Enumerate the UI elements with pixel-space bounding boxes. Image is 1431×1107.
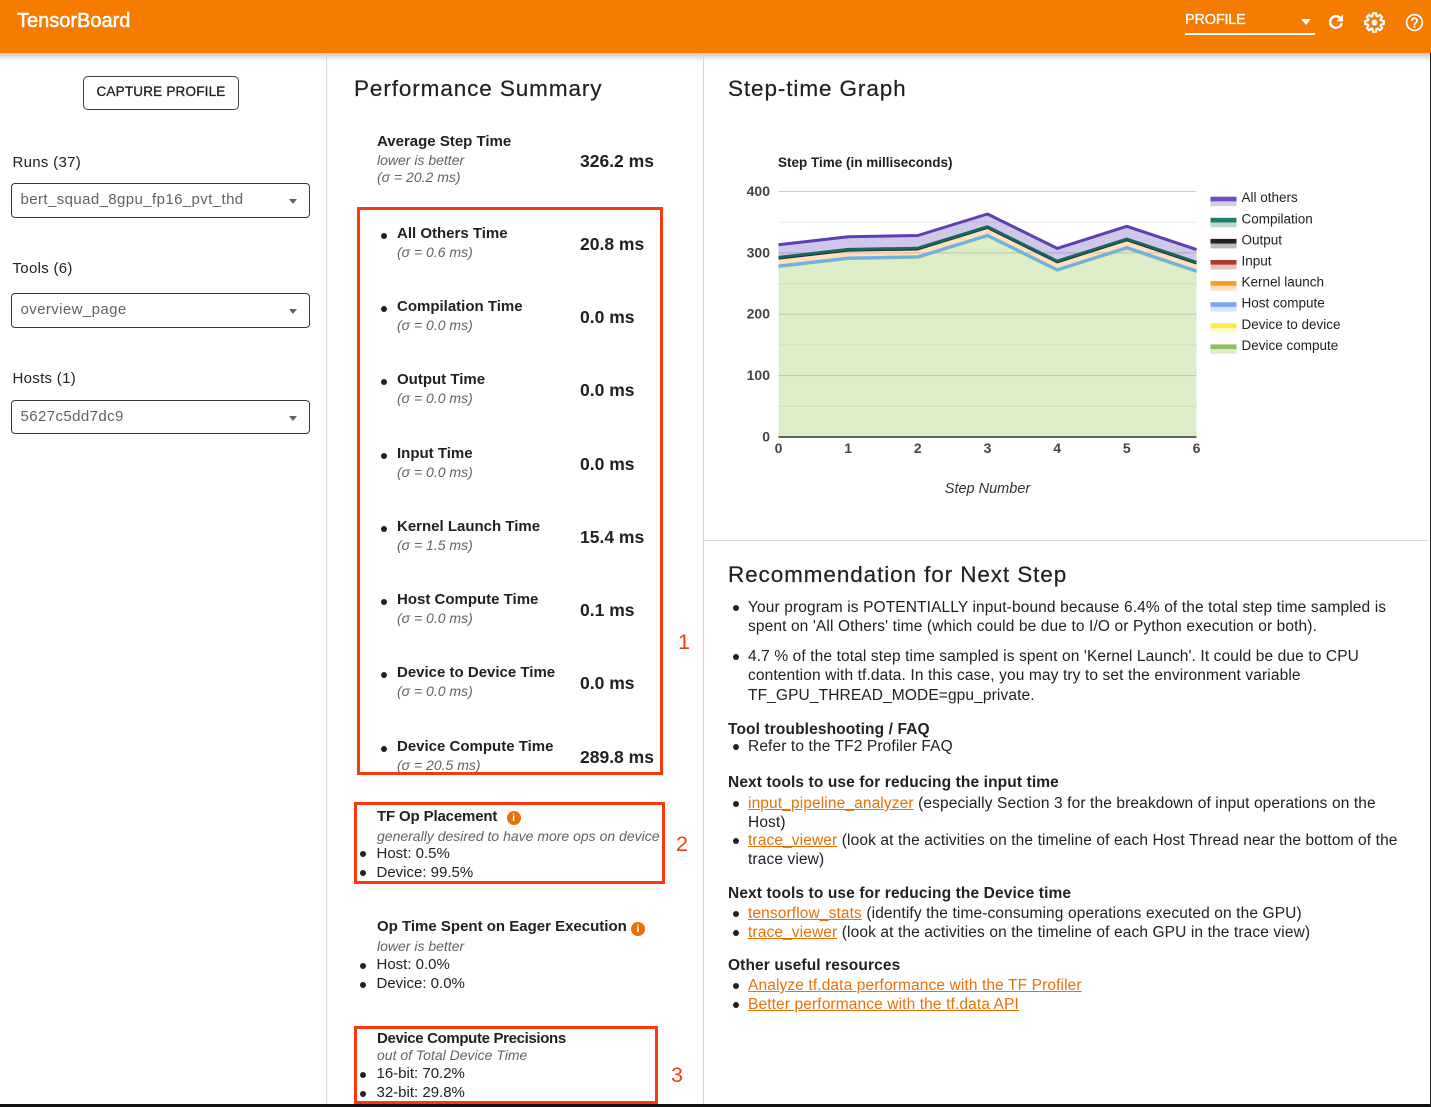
svg-text:Kernel launch: Kernel launch: [1242, 275, 1325, 290]
svg-text:All others: All others: [1242, 190, 1299, 205]
svg-text:0: 0: [775, 440, 783, 456]
svg-text:5: 5: [1123, 440, 1131, 456]
svg-text:2: 2: [914, 440, 922, 456]
svg-text:0: 0: [762, 429, 770, 445]
svg-text:Step Number: Step Number: [945, 481, 1032, 497]
svg-text:100: 100: [747, 367, 771, 383]
svg-text:6: 6: [1193, 440, 1201, 456]
svg-text:1: 1: [844, 440, 852, 456]
svg-text:400: 400: [747, 183, 771, 199]
svg-text:Step Time (in milliseconds): Step Time (in milliseconds): [778, 155, 953, 170]
svg-text:Compilation: Compilation: [1242, 211, 1313, 226]
svg-text:Device to device: Device to device: [1242, 317, 1341, 332]
svg-text:Device compute: Device compute: [1242, 338, 1339, 353]
svg-text:Host compute: Host compute: [1242, 296, 1325, 311]
svg-text:3: 3: [984, 440, 992, 456]
svg-text:4: 4: [1053, 440, 1061, 456]
svg-text:300: 300: [747, 244, 771, 260]
svg-text:Output: Output: [1242, 232, 1283, 247]
svg-text:Input: Input: [1242, 254, 1272, 269]
svg-text:200: 200: [747, 306, 771, 322]
